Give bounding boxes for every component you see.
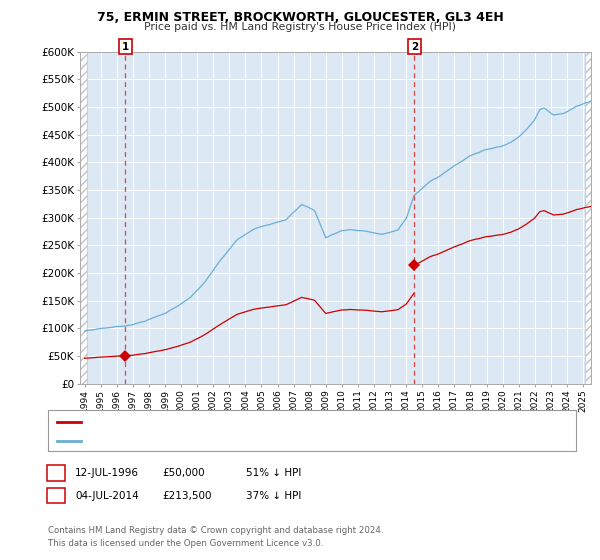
- Text: 1: 1: [53, 468, 60, 478]
- Text: 12-JUL-1996: 12-JUL-1996: [75, 468, 139, 478]
- Text: 2: 2: [53, 491, 60, 501]
- Text: 75, ERMIN STREET, BROCKWORTH, GLOUCESTER, GL3 4EH: 75, ERMIN STREET, BROCKWORTH, GLOUCESTER…: [97, 11, 503, 24]
- Text: Contains HM Land Registry data © Crown copyright and database right 2024.
This d: Contains HM Land Registry data © Crown c…: [48, 526, 383, 548]
- Text: 51% ↓ HPI: 51% ↓ HPI: [246, 468, 301, 478]
- Bar: [80, 52, 87, 384]
- Text: 2: 2: [411, 41, 418, 52]
- Text: 75, ERMIN STREET, BROCKWORTH, GLOUCESTER, GL3 4EH (detached house): 75, ERMIN STREET, BROCKWORTH, GLOUCESTER…: [87, 417, 451, 426]
- Text: 37% ↓ HPI: 37% ↓ HPI: [246, 491, 301, 501]
- Text: £50,000: £50,000: [162, 468, 205, 478]
- Text: 1: 1: [122, 41, 129, 52]
- Bar: [584, 52, 600, 384]
- Text: HPI: Average price, detached house, Tewkesbury: HPI: Average price, detached house, Tewk…: [87, 436, 319, 445]
- Text: Price paid vs. HM Land Registry's House Price Index (HPI): Price paid vs. HM Land Registry's House …: [144, 22, 456, 32]
- Text: £213,500: £213,500: [162, 491, 212, 501]
- Text: 04-JUL-2014: 04-JUL-2014: [75, 491, 139, 501]
